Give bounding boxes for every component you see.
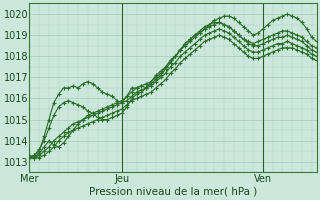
X-axis label: Pression niveau de la mer( hPa ): Pression niveau de la mer( hPa ) bbox=[89, 187, 257, 197]
